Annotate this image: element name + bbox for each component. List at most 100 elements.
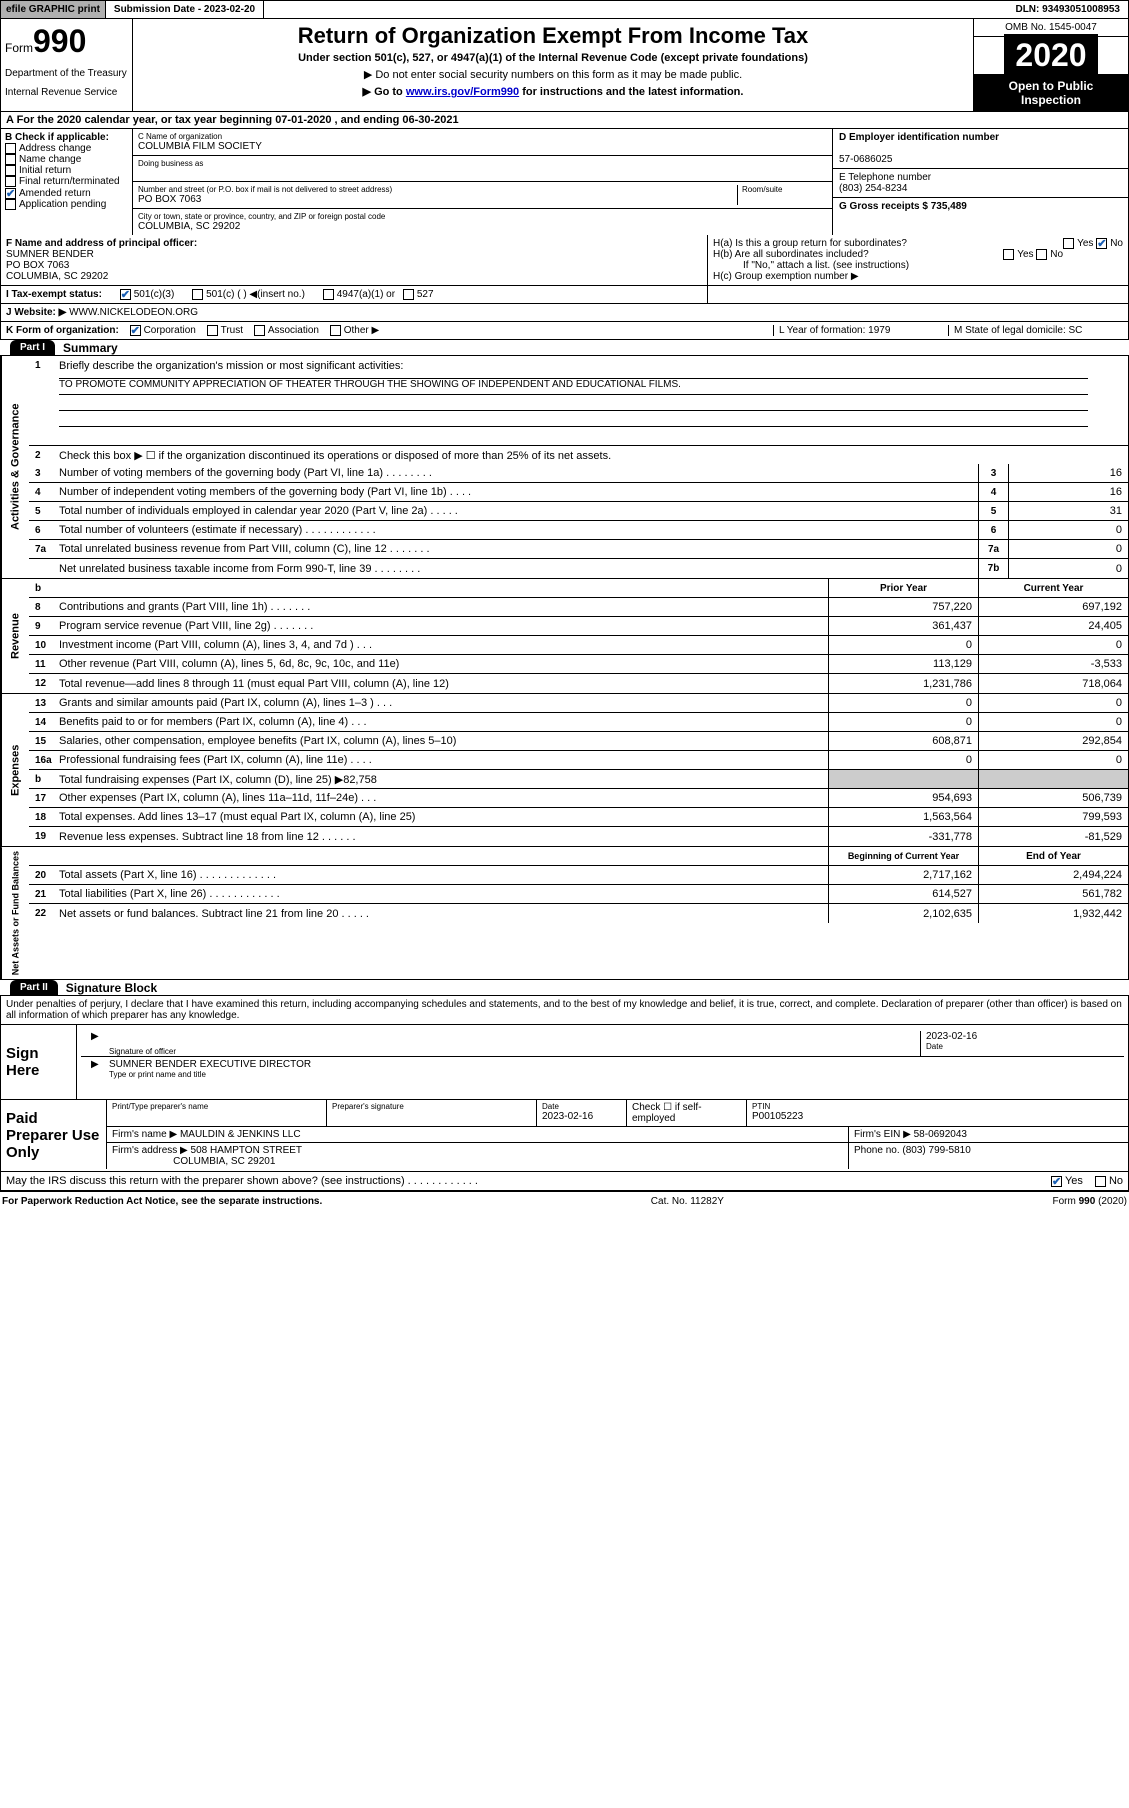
- addr-label: Number and street (or P.O. box if mail i…: [138, 185, 737, 194]
- vlabel-revenue: Revenue: [1, 579, 29, 693]
- row-a-period: A For the 2020 calendar year, or tax yea…: [0, 112, 1129, 129]
- cb-application-pending[interactable]: [5, 199, 16, 210]
- line-box: 4: [978, 483, 1008, 501]
- line-box: 3: [978, 464, 1008, 482]
- line-box: 7a: [978, 540, 1008, 558]
- ha-label: H(a) Is this a group return for subordin…: [713, 238, 907, 249]
- preparer-label: Paid Preparer Use Only: [1, 1100, 106, 1171]
- vlabel-net: Net Assets or Fund Balances: [1, 847, 29, 979]
- cb-discuss-yes[interactable]: [1051, 1176, 1062, 1187]
- year-formation: L Year of formation: 1979: [773, 325, 948, 336]
- tax-year: 2020: [1004, 34, 1097, 76]
- cb-corporation[interactable]: [130, 325, 141, 336]
- current-value: -81,529: [978, 827, 1128, 846]
- gross-receipts: G Gross receipts $ 735,489: [839, 201, 967, 212]
- form-header: Form990 Department of the Treasury Inter…: [0, 19, 1129, 112]
- line-text: Contributions and grants (Part VIII, lin…: [55, 599, 828, 615]
- current-value: 697,192: [978, 598, 1128, 616]
- cb-ha-no[interactable]: [1096, 238, 1107, 249]
- mid-row-fh: F Name and address of principal officer:…: [0, 235, 1129, 286]
- part1-tab: Part I: [10, 340, 55, 355]
- current-value: 2,494,224: [978, 866, 1128, 884]
- cb-4947[interactable]: [323, 289, 334, 300]
- line-text: Revenue less expenses. Subtract line 18 …: [55, 829, 828, 845]
- form-number: 990: [33, 23, 86, 59]
- cb-ha-yes[interactable]: [1063, 238, 1074, 249]
- line-value: 0: [1008, 521, 1128, 539]
- line-text: Total assets (Part X, line 16) . . . . .…: [55, 867, 828, 883]
- line-text: Other expenses (Part IX, column (A), lin…: [55, 790, 828, 806]
- cb-hb-no[interactable]: [1036, 249, 1047, 260]
- form-title: Return of Organization Exempt From Incom…: [137, 23, 969, 49]
- submission-date: Submission Date - 2023-02-20: [106, 1, 264, 18]
- irs-label: Internal Revenue Service: [5, 87, 128, 98]
- hdr-current-year: Current Year: [978, 579, 1128, 597]
- cb-discuss-no[interactable]: [1095, 1176, 1106, 1187]
- prior-value: 1,231,786: [828, 674, 978, 693]
- top-bar: efile GRAPHIC print Submission Date - 20…: [0, 0, 1129, 19]
- line-box: 6: [978, 521, 1008, 539]
- line-text: Salaries, other compensation, employee b…: [55, 733, 828, 749]
- current-value: 0: [978, 694, 1128, 712]
- current-value: 292,854: [978, 732, 1128, 750]
- room-label: Room/suite: [742, 185, 827, 194]
- current-value: 0: [978, 713, 1128, 731]
- prior-value: -331,778: [828, 827, 978, 846]
- line-text: Net assets or fund balances. Subtract li…: [55, 906, 828, 922]
- line-text: Investment income (Part VIII, column (A)…: [55, 637, 828, 653]
- cb-name-change[interactable]: [5, 154, 16, 165]
- section-governance: Activities & Governance 1 Briefly descri…: [0, 356, 1129, 579]
- current-value: 506,739: [978, 789, 1128, 807]
- cb-501c3[interactable]: [120, 289, 131, 300]
- row-j-website: J Website: ▶ WWW.NICKELODEON.ORG: [0, 304, 1129, 322]
- state-domicile: M State of legal domicile: SC: [948, 325, 1123, 336]
- line-box: 7b: [978, 559, 1008, 578]
- line-text: Number of independent voting members of …: [55, 484, 978, 500]
- preparer-block: Paid Preparer Use Only Print/Type prepar…: [0, 1100, 1129, 1172]
- sig-name: SUMNER BENDER EXECUTIVE DIRECTOR: [109, 1059, 1120, 1070]
- line-text: Benefits paid to or for members (Part IX…: [55, 714, 828, 730]
- current-value: 0: [978, 636, 1128, 654]
- q1-text: Briefly describe the organization's miss…: [55, 358, 1128, 374]
- q2-text: Check this box ▶ ☐ if the organization d…: [55, 447, 1128, 464]
- part2-tab: Part II: [10, 980, 58, 995]
- department-label: Department of the Treasury: [5, 68, 128, 79]
- line-text: Total number of individuals employed in …: [55, 503, 978, 519]
- prior-value: 614,527: [828, 885, 978, 903]
- tax-exempt-label: I Tax-exempt status:: [6, 289, 102, 300]
- cb-address-change[interactable]: [5, 143, 16, 154]
- footer-left: For Paperwork Reduction Act Notice, see …: [2, 1196, 322, 1207]
- line-value: 0: [1008, 559, 1128, 578]
- cb-other[interactable]: [330, 325, 341, 336]
- cb-amended-return[interactable]: [5, 188, 16, 199]
- dln-label: DLN: 93493051008953: [1007, 1, 1128, 18]
- current-value: -3,533: [978, 655, 1128, 673]
- cb-hb-yes[interactable]: [1003, 249, 1014, 260]
- ein-value: 57-0686025: [839, 154, 892, 165]
- sig-date-label: Date: [926, 1042, 1120, 1051]
- prior-value: 2,102,635: [828, 904, 978, 923]
- signature-block: Sign Here Signature of officer 2023-02-1…: [0, 1025, 1129, 1100]
- cb-trust[interactable]: [207, 325, 218, 336]
- line-value: 0: [1008, 540, 1128, 558]
- irs-link[interactable]: www.irs.gov/Form990: [406, 86, 519, 98]
- hb-note: If "No," attach a list. (see instruction…: [713, 260, 1123, 271]
- cb-final-return[interactable]: [5, 176, 16, 187]
- line-value: 16: [1008, 483, 1128, 501]
- mission-text: TO PROMOTE COMMUNITY APPRECIATION OF THE…: [59, 378, 1088, 394]
- vlabel-governance: Activities & Governance: [1, 356, 29, 578]
- cb-initial-return[interactable]: [5, 165, 16, 176]
- prior-value: 361,437: [828, 617, 978, 635]
- cb-527[interactable]: [403, 289, 414, 300]
- city-label: City or town, state or province, country…: [138, 212, 827, 221]
- current-value: 718,064: [978, 674, 1128, 693]
- cb-association[interactable]: [254, 325, 265, 336]
- perjury-statement: Under penalties of perjury, I declare th…: [0, 996, 1129, 1025]
- hdr-end-year: End of Year: [978, 847, 1128, 865]
- hdr-prior-year: Prior Year: [828, 579, 978, 597]
- prior-value: 0: [828, 694, 978, 712]
- line-text: Total liabilities (Part X, line 26) . . …: [55, 886, 828, 902]
- cb-501c[interactable]: [192, 289, 203, 300]
- line-value: 31: [1008, 502, 1128, 520]
- line-text: Total fundraising expenses (Part IX, col…: [55, 771, 828, 788]
